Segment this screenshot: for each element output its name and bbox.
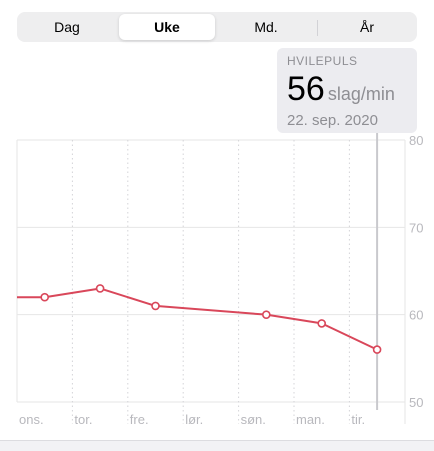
tooltip-value-row: 56 slag/min xyxy=(287,70,395,109)
segment-divider xyxy=(317,20,318,36)
x-tick-label: man. xyxy=(296,412,325,427)
series-line xyxy=(17,287,378,351)
selection-tooltip: HVILEPULS 56 slag/min 22. sep. 2020 xyxy=(277,48,417,133)
x-tick-label: tor. xyxy=(74,412,92,427)
data-point xyxy=(317,319,327,328)
y-tick-label: 60 xyxy=(409,308,423,323)
segment-day[interactable]: Dag xyxy=(54,19,80,35)
segment-week[interactable]: Uke xyxy=(119,14,215,40)
period-segmented-control: Dag Uke Md. År xyxy=(17,12,417,42)
x-tick-label: søn. xyxy=(241,412,266,427)
segment-year[interactable]: År xyxy=(360,19,374,35)
data-point xyxy=(151,301,160,311)
segment-month[interactable]: Md. xyxy=(254,19,278,35)
tooltip-value: 56 xyxy=(287,70,325,108)
y-tick-label: 70 xyxy=(409,220,423,235)
data-point xyxy=(261,310,271,319)
bottom-separator xyxy=(0,440,434,451)
tooltip-date: 22. sep. 2020 xyxy=(287,112,378,129)
y-tick-label: 50 xyxy=(409,395,423,410)
x-tick-label: ons. xyxy=(19,412,44,427)
data-point xyxy=(95,284,105,293)
data-point xyxy=(40,292,50,302)
tooltip-title: HVILEPULS xyxy=(287,54,358,68)
x-tick-label: lør. xyxy=(185,412,203,427)
y-tick-label: 80 xyxy=(409,133,423,148)
tooltip-unit: slag/min xyxy=(327,84,395,104)
x-tick-label: fre. xyxy=(130,412,149,427)
x-tick-label: tir. xyxy=(351,412,365,427)
data-point xyxy=(372,345,382,354)
